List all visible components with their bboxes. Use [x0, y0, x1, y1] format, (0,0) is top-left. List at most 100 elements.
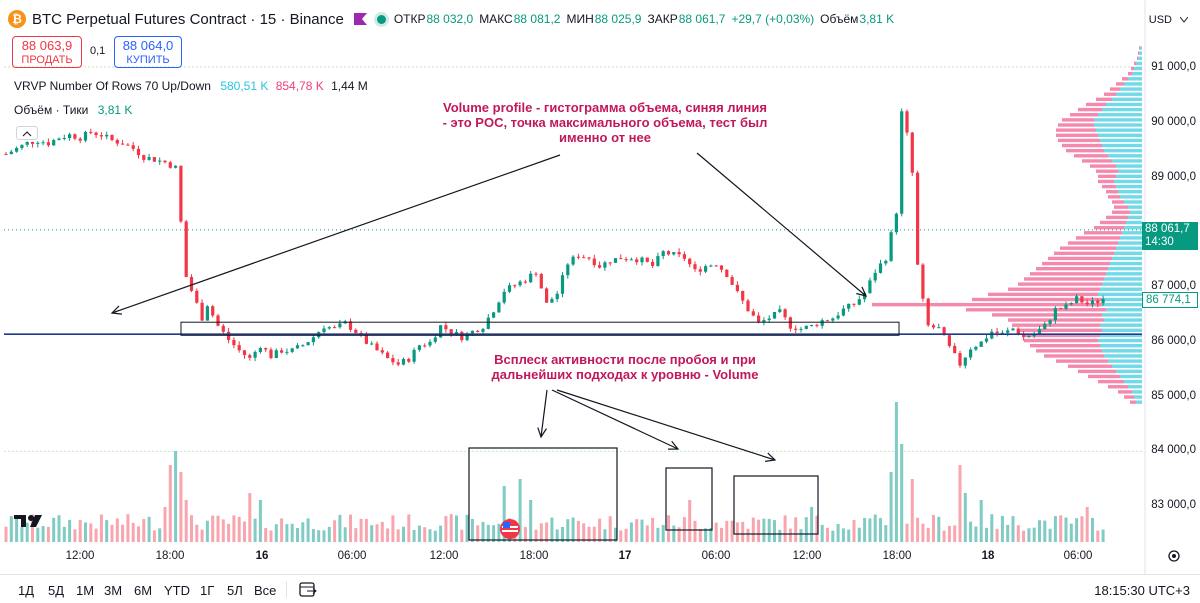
candle-body: [582, 257, 586, 259]
profile-bar-down: [1106, 215, 1128, 220]
profile-bar-up: [1104, 148, 1142, 153]
collapse-legend-button[interactable]: [16, 126, 38, 140]
time-label: 18: [981, 550, 995, 562]
profile-bar-down: [1070, 113, 1098, 117]
volume-bar: [31, 514, 34, 542]
vrvp-legend[interactable]: VRVP Number Of Rows 70 Up/Down 580,51 K …: [14, 79, 368, 93]
volume-bar: [1059, 515, 1063, 542]
symbol-title[interactable]: BTC Perpetual Futures Contract · 15 · Bi…: [32, 10, 344, 28]
candle-body: [195, 290, 199, 303]
candle-body: [465, 333, 469, 341]
vrvp-down: 854,78 K: [275, 79, 324, 93]
volume-value: 3,81 K: [859, 12, 895, 26]
volume-bar: [264, 527, 268, 542]
activity-annotation[interactable]: Всплеск активности после пробоя и при да…: [491, 352, 759, 382]
volume-bar: [656, 527, 660, 542]
range-5d-button[interactable]: 5Д: [48, 583, 65, 598]
profile-bar-up: [1100, 138, 1142, 143]
candle-body: [94, 132, 98, 136]
last-price-tag: 88 061,7 14:30: [1142, 222, 1198, 250]
time-label: 16: [255, 550, 269, 562]
volume-bar: [916, 517, 920, 542]
sell-button[interactable]: 88 063,9 ПРОДАТЬ: [12, 36, 82, 68]
candle-body: [555, 293, 559, 300]
profile-bar-up: [1112, 159, 1142, 163]
profile-bar-up: [1128, 215, 1142, 220]
volume-bar: [953, 525, 957, 542]
profile-bar-up: [1118, 241, 1142, 245]
profile-bar-up: [1124, 225, 1142, 230]
arrow-line: [556, 389, 776, 461]
candle-body: [598, 265, 602, 268]
range-1m-button[interactable]: 1М: [76, 583, 95, 598]
range-3m-button[interactable]: 3М: [104, 583, 123, 598]
volume-bar: [115, 518, 119, 542]
candle-body: [529, 273, 533, 283]
candle-body: [1006, 330, 1010, 333]
candle-body: [1101, 298, 1105, 304]
candle-body: [545, 288, 549, 303]
candle-body: [348, 321, 353, 330]
profile-bar-up: [1106, 272, 1142, 276]
profile-bar-down: [1128, 71, 1132, 76]
clock-readout[interactable]: 18:15:30 UTC+3: [1094, 583, 1190, 598]
profile-bar-down: [1112, 200, 1124, 204]
settings-icon[interactable]: [1166, 548, 1182, 564]
volume-bar: [926, 527, 930, 542]
candle-body: [205, 306, 209, 321]
profile-bar-down: [1106, 190, 1118, 194]
profile-bar-down: [1098, 174, 1116, 179]
candle-body: [502, 291, 506, 303]
range-6m-button[interactable]: 6М: [134, 583, 153, 598]
candle-body: [1011, 328, 1015, 331]
profile-bar-down: [1104, 92, 1116, 96]
candle-body: [1069, 303, 1073, 305]
volume-bar: [1069, 523, 1073, 542]
profile-bar-down: [1042, 261, 1110, 266]
candle-body: [253, 351, 257, 358]
buy-button[interactable]: 88 064,0 КУПИТЬ: [114, 36, 182, 68]
profile-annotation[interactable]: Volume profile - гистограмма объема, син…: [442, 100, 768, 145]
arrow-head: [537, 427, 547, 439]
range-ytd-button[interactable]: YTD: [164, 583, 190, 598]
candle-body: [730, 276, 734, 285]
us-flag-event-icon[interactable]: [499, 518, 521, 540]
chevron-up-icon: [22, 131, 32, 137]
volume-bar: [349, 514, 352, 542]
volume-bar: [1022, 530, 1026, 542]
candle-body: [571, 256, 575, 265]
candle-body: [560, 275, 565, 294]
volume-highlight-box: [733, 475, 819, 535]
volume-bar: [645, 525, 649, 542]
currency-selector[interactable]: USD: [1149, 14, 1188, 26]
candle-body: [778, 309, 782, 312]
volume-legend[interactable]: Объём · Тики 3,81 K: [14, 103, 132, 117]
candle-body: [301, 345, 305, 347]
volume-bar: [550, 517, 554, 542]
volume-bar: [158, 528, 162, 542]
volume-bar: [99, 514, 103, 542]
candle-body: [937, 327, 941, 329]
candle-body: [121, 143, 125, 145]
candle-body: [1090, 300, 1095, 305]
range-1d-button[interactable]: 1Д: [18, 583, 35, 598]
volume-bar: [62, 526, 66, 542]
range-all-button[interactable]: Все: [254, 583, 277, 598]
candle-body: [412, 349, 416, 362]
profile-bar-up: [1116, 369, 1142, 374]
volume-bar: [137, 526, 140, 542]
profile-bar-down: [1058, 123, 1094, 127]
range-1y-button[interactable]: 1Г: [200, 583, 215, 598]
profile-bar-up: [1100, 344, 1142, 348]
candle-body: [221, 325, 225, 332]
profile-bar-down: [1108, 385, 1128, 389]
volume-bar: [884, 525, 888, 542]
candle-body: [741, 291, 745, 301]
candle-body: [931, 325, 936, 328]
flag-icon[interactable]: [353, 13, 367, 25]
range-5y-button[interactable]: 5Л: [227, 583, 243, 598]
calendar-range-icon[interactable]: [298, 580, 318, 598]
candle-body: [926, 298, 930, 326]
volume-bar: [799, 529, 803, 542]
